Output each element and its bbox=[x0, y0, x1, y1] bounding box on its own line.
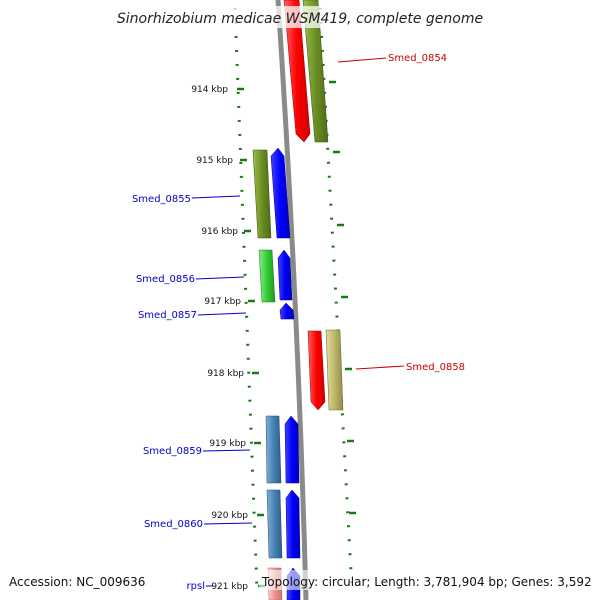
connector-0854 bbox=[337, 57, 387, 63]
gene-label-smed-0856[interactable]: Smed_0856 bbox=[136, 274, 195, 285]
gene-label-smed-0855[interactable]: Smed_0855 bbox=[132, 194, 191, 205]
gene-blue-0855[interactable] bbox=[270, 147, 291, 239]
connector-0857 bbox=[197, 312, 247, 316]
connector-0859 bbox=[202, 449, 251, 452]
gene-label-smed-0857[interactable]: Smed_0857 bbox=[138, 310, 197, 321]
label-connectors bbox=[191, 57, 405, 587]
map-title: Sinorhizobium medicae WSM419, complete g… bbox=[117, 11, 483, 27]
tick-label-921: 921 kbp bbox=[211, 582, 248, 592]
footer-summary-bg bbox=[259, 570, 596, 590]
tick-label-918: 918 kbp bbox=[207, 369, 244, 379]
gene-blue-0857[interactable] bbox=[279, 302, 295, 320]
gene-label-smed-0854[interactable]: Smed_0854 bbox=[388, 53, 447, 64]
tick-label-914: 914 kbp bbox=[191, 85, 228, 95]
connector-0860 bbox=[203, 522, 253, 525]
tick-label-915: 915 kbp bbox=[196, 156, 233, 166]
tick-label-920: 920 kbp bbox=[211, 511, 248, 521]
major-ticks bbox=[237, 80, 356, 588]
connector-0858 bbox=[355, 365, 405, 370]
connector-0855 bbox=[191, 195, 241, 199]
gene-steel-0859[interactable] bbox=[265, 415, 282, 484]
gene-blue-0860[interactable] bbox=[285, 489, 301, 559]
tick-label-916: 916 kbp bbox=[201, 227, 238, 237]
gene-red-0854[interactable] bbox=[283, 0, 311, 143]
gene-green-0856[interactable] bbox=[258, 249, 276, 303]
footer-accession: Accession: NC_009636 bbox=[9, 575, 145, 589]
gene-label-smed-0859[interactable]: Smed_0859 bbox=[143, 446, 202, 457]
tick-label-919: 919 kbp bbox=[209, 439, 246, 449]
connector-0856 bbox=[195, 276, 245, 280]
gene-olive-0854[interactable] bbox=[302, 0, 329, 143]
gene-label-rpsl[interactable]: rpsl bbox=[187, 581, 205, 592]
gene-steel-0860[interactable] bbox=[266, 489, 283, 559]
footer-summary: Topology: circular; Length: 3,781,904 bp… bbox=[261, 575, 592, 589]
footer-accession-bg bbox=[4, 570, 154, 590]
genome-backbone bbox=[275, 0, 309, 600]
gene-blue-0856[interactable] bbox=[277, 249, 293, 301]
gene-blue-0859[interactable] bbox=[284, 415, 300, 484]
gene-red-0858[interactable] bbox=[307, 330, 326, 411]
gene-label-smed-0860[interactable]: Smed_0860 bbox=[144, 519, 203, 530]
tick-label-917: 917 kbp bbox=[204, 297, 241, 307]
gene-olive-0855[interactable] bbox=[252, 149, 272, 239]
title-background bbox=[118, 6, 482, 28]
gene-label-smed-0858[interactable]: Smed_0858 bbox=[406, 362, 465, 373]
gene-khaki-0858[interactable] bbox=[325, 329, 344, 411]
